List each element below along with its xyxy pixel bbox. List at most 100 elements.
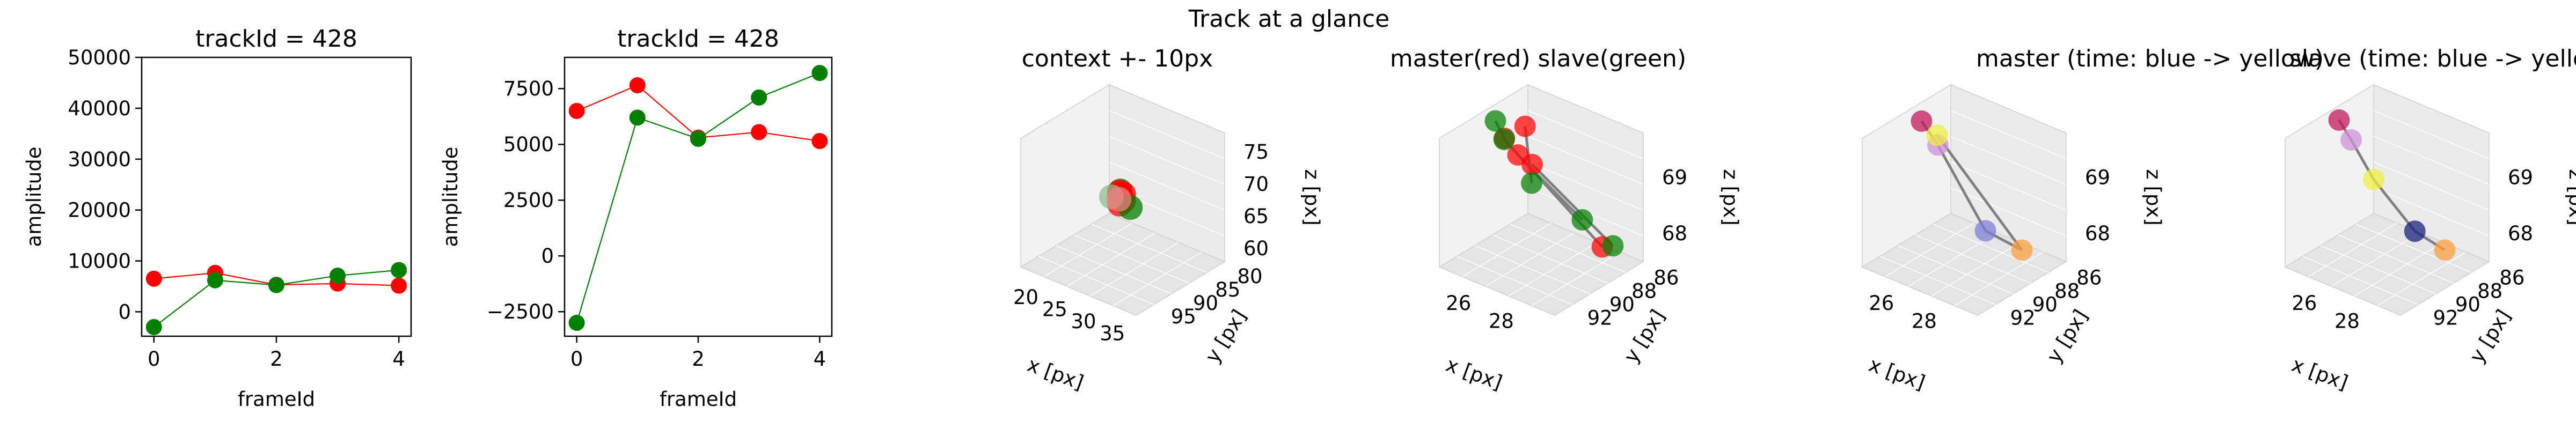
chart-amplitude-full: trackId = 428 frameId amplitude 0 2 4 0 10000 20… <box>23 25 412 411</box>
chart-title: trackId = 428 <box>617 25 779 53</box>
y-tick-label: 88 <box>1631 280 1657 303</box>
grid-line <box>1113 252 1202 306</box>
slave-point <box>1521 172 1543 194</box>
chart-amplitude-zoom: trackId = 428 frameId amplitude 0 2 4 −2500 0 25… <box>439 25 833 411</box>
pane-floor <box>2284 213 2490 316</box>
y-tick-label: 90 <box>2455 293 2480 316</box>
slave-point <box>1484 110 1506 132</box>
grid-line <box>1457 256 1573 305</box>
y-tick-label: 5000 <box>503 133 554 156</box>
data-point <box>1974 220 1996 242</box>
grid-line <box>2338 234 2454 284</box>
data-point <box>2363 168 2385 190</box>
pane-floor <box>1438 213 1644 316</box>
x-axis-label: x [px] <box>2289 353 2351 394</box>
data-point-red <box>568 102 585 119</box>
data-point-red <box>391 277 407 294</box>
y-tick-label: 95 <box>1171 305 1196 328</box>
grid-line <box>1109 161 1225 211</box>
chart-3d-master-time: master (time: blue -> yellow)x [px]y [px… <box>1861 45 2324 394</box>
x-axis-label: x [px] <box>1443 353 1505 394</box>
y-tick-label: 7500 <box>503 77 554 100</box>
grid-line <box>1885 223 1974 277</box>
x-tick-label: 28 <box>1912 309 1937 332</box>
data-point-green <box>690 130 706 147</box>
y-tick-label: 92 <box>2433 307 2458 330</box>
grid-line <box>2373 136 2490 185</box>
y-tick-label: 86 <box>1653 267 1679 290</box>
slave-point <box>1602 235 1624 257</box>
y-tick-label: 86 <box>2076 267 2102 290</box>
grid-line <box>2302 256 2419 305</box>
z-tick-label: 69 <box>1662 166 1687 189</box>
z-tick-label: 69 <box>2508 166 2533 189</box>
grid-line <box>1510 224 1626 273</box>
grid-line <box>2373 110 2490 159</box>
z-tick-label: 68 <box>1662 222 1687 245</box>
grid-line <box>1091 224 1208 273</box>
grid-line <box>1950 161 2067 211</box>
figure-suptitle: Track at a glance <box>1188 5 1390 33</box>
chart-title: trackId = 428 <box>195 25 357 53</box>
data-point-green <box>330 268 346 284</box>
grid-line <box>1527 136 1644 185</box>
z-tick-label: 60 <box>1243 237 1269 260</box>
grid-line <box>1527 110 1644 159</box>
z-tick-label: 68 <box>2508 222 2533 245</box>
chart-title: master (time: blue -> yellow) <box>1976 45 2324 72</box>
x-axis-label: x [px] <box>1866 353 1928 394</box>
grid-line <box>2373 161 2490 211</box>
grid-line <box>1915 234 2031 284</box>
y-tick-label: 90 <box>1193 292 1218 315</box>
x-tick-label: 28 <box>1489 309 1514 332</box>
grid-line <box>1531 252 1621 306</box>
data-point <box>2340 129 2362 151</box>
z-tick-label: 65 <box>1243 205 1269 228</box>
z-tick-label: 69 <box>2085 166 2110 189</box>
data-point-red <box>629 77 646 93</box>
z-axis-label: z [px] <box>2565 169 2576 225</box>
grid-line <box>1474 245 1591 294</box>
chart-3d-slave-time: slave (time: blue -> yellow)x [px]y [px]… <box>2284 45 2576 394</box>
data-point-green <box>568 315 585 331</box>
chart-title: context +- 10px <box>1022 45 1213 72</box>
x-tick-label: 0 <box>570 347 583 371</box>
data-point-red <box>751 124 767 140</box>
z-axis-label: z [px] <box>2142 169 2165 225</box>
grid-line <box>2377 252 2467 306</box>
x-tick-label: 30 <box>1071 310 1096 333</box>
grid-line <box>2320 245 2436 294</box>
link-line <box>1531 164 1614 247</box>
grid-line <box>1950 110 2067 159</box>
x-tick-label: 4 <box>814 347 826 371</box>
data-point-red <box>145 270 162 287</box>
z-tick-label: 68 <box>2085 222 2110 245</box>
x-tick-label: 4 <box>392 347 405 371</box>
track-line <box>1936 144 1987 232</box>
grid-line <box>1043 223 1133 277</box>
grid-line <box>1508 242 1598 297</box>
y-tick-label: 30000 <box>68 148 131 171</box>
z-tick-label: 75 <box>1243 140 1269 164</box>
y-tick-label: 10000 <box>68 250 131 273</box>
y-tick-label: 0 <box>541 245 554 268</box>
data-point-green <box>268 277 284 293</box>
grid-line <box>1073 234 1190 284</box>
grid-line <box>1089 242 1179 297</box>
plot-frame <box>141 56 412 337</box>
y-tick-label: 86 <box>2499 267 2524 290</box>
grid-line <box>1038 256 1154 305</box>
grid-line <box>1485 232 1575 287</box>
x-tick-label: 28 <box>2334 309 2360 332</box>
x-tick-label: 25 <box>1042 298 1067 321</box>
x-tick-label: 26 <box>2292 292 2317 315</box>
grid-line <box>1879 256 1996 305</box>
data-point-green <box>811 65 828 82</box>
y-tick-label: 88 <box>2477 280 2502 303</box>
x-tick-label: 20 <box>1013 286 1038 309</box>
data-point <box>2434 239 2456 261</box>
z-tick-label: 70 <box>1243 173 1269 196</box>
data-point <box>2011 239 2033 261</box>
track-line <box>1936 134 2023 251</box>
x-tick-label: 26 <box>1869 292 1894 315</box>
